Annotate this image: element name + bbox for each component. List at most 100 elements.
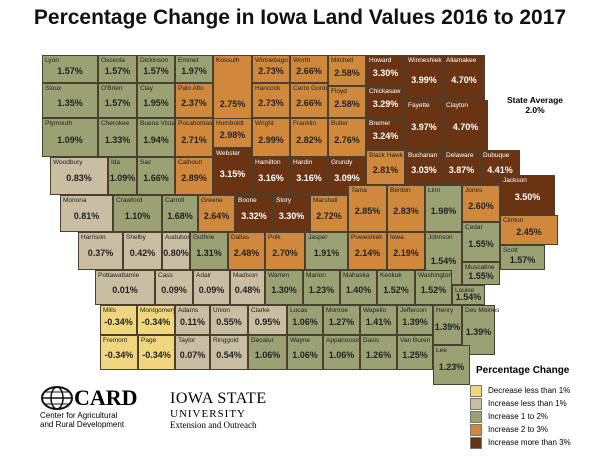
county-value: 1.06% xyxy=(328,349,355,360)
county-value: 2.64% xyxy=(203,210,230,221)
county-value: 1.57% xyxy=(143,66,169,76)
county-crawford: Crawford 1.10% xyxy=(113,195,162,232)
county-muscatine: Muscatine 1.55% xyxy=(462,262,500,285)
county-monona: Monona 0.81% xyxy=(60,195,113,232)
county-name: Linn xyxy=(428,187,441,194)
county-name: Louise xyxy=(455,287,475,294)
county-name: Appanoose xyxy=(326,337,359,344)
county-value: 4.41% xyxy=(487,164,513,175)
county-name: Tama xyxy=(351,187,367,194)
county-dallas: Dallas 2.48% xyxy=(228,232,265,270)
county-name: Bremer xyxy=(369,120,391,127)
county-name: Chickasaw xyxy=(369,88,401,95)
county-value: 3.32% xyxy=(241,210,267,221)
county-name: Lucas xyxy=(290,307,308,314)
county-pottawattamie: Pottawattamie 0.01% xyxy=(95,270,155,305)
county-marshall: Marshall 2.72% xyxy=(310,195,348,232)
county-value: -0.34% xyxy=(104,349,134,360)
county-value: 2.58% xyxy=(334,99,360,109)
county-value: 1.52% xyxy=(383,284,409,295)
county-keokuk: Keokuk 1.52% xyxy=(377,270,415,305)
county-value: 0.54% xyxy=(216,349,242,360)
county-jefferson: Jefferson 1.39% xyxy=(397,305,433,335)
county-value: 1.26% xyxy=(365,349,392,360)
county-value: 2.99% xyxy=(258,134,284,145)
county-fayette: Fayette 3.97% xyxy=(405,100,443,150)
county-wapello: Wapello 1.41% xyxy=(360,305,397,335)
legend-label: Increase 2 to 3% xyxy=(488,425,549,434)
county-value: 2.98% xyxy=(219,130,246,140)
county-audubon: Audubon 0.80% xyxy=(162,232,191,270)
county-value: 0.07% xyxy=(179,349,206,360)
county-value: 1.41% xyxy=(365,317,392,327)
county-value: 3.50% xyxy=(514,192,541,202)
county-value: 1.94% xyxy=(143,134,169,145)
county-value: 3.15% xyxy=(219,168,246,179)
county-value: 1.57% xyxy=(104,97,131,108)
county-value: 2.37% xyxy=(181,97,207,108)
county-greene: Greene 2.64% xyxy=(198,195,235,232)
legend-swatch xyxy=(470,423,482,436)
county-ringgold: Ringgold 0.54% xyxy=(210,335,248,370)
county-dickinson: Dickinson 1.57% xyxy=(137,55,175,83)
county-name: Allamakee xyxy=(446,57,477,64)
county-name: Plymouth xyxy=(45,120,73,127)
county-fremont: Fremont -0.34% xyxy=(100,335,138,370)
county-scott: Scott 1.57% xyxy=(500,245,545,270)
county-value: 3.16% xyxy=(258,173,284,183)
county-name: Montgomery xyxy=(140,307,177,314)
county-mahaska: Mahaska 1.40% xyxy=(340,270,377,305)
county-name: Scott xyxy=(503,247,518,254)
county-name: Shelby xyxy=(126,234,146,241)
county-name: Polk xyxy=(268,234,281,241)
county-name: Davis xyxy=(363,337,380,344)
county-value: 3.30% xyxy=(372,67,399,78)
county-value: 2.85% xyxy=(354,205,381,216)
county-name: Ringgold xyxy=(213,337,239,344)
county-value: 2.58% xyxy=(334,67,360,78)
county-winneshiek: Winneshiek 3.99% xyxy=(405,55,443,100)
county-value: 3.29% xyxy=(372,99,399,109)
card-logo: CARD Center for Agricultural and Rural D… xyxy=(40,385,138,429)
county-name: Marshall xyxy=(313,197,338,204)
county-value: 1.68% xyxy=(167,210,193,221)
county-taylor: Taylor 0.07% xyxy=(175,335,210,370)
county-value: 1.55% xyxy=(468,270,494,281)
county-carroll: Carroll 1.68% xyxy=(162,195,198,232)
county-value: 0.80% xyxy=(163,248,189,258)
county-name: Johnson xyxy=(428,234,453,241)
county-name: Hancock xyxy=(255,85,281,92)
county-name: Taylor xyxy=(178,337,196,344)
county-name: Humboldt xyxy=(216,120,244,127)
isu-line1: IOWA STATE xyxy=(170,390,267,407)
county-value: 1.25% xyxy=(402,349,428,360)
county-name: Story xyxy=(276,197,292,204)
county-value: 2.73% xyxy=(258,66,284,76)
county-name: Buchanan xyxy=(408,152,438,159)
county-name: Fremont xyxy=(103,337,128,344)
county-value: 1.23% xyxy=(308,284,335,295)
state-average: State Average 2.0% xyxy=(495,95,575,115)
county-value: 2.60% xyxy=(468,200,494,211)
county-lee: Lee 1.23% xyxy=(433,345,470,385)
county-value: 1.57% xyxy=(104,66,131,76)
county-name: Washington xyxy=(418,272,453,279)
card-name: CARD xyxy=(74,385,138,410)
county-value: 0.48% xyxy=(234,284,261,295)
county-franklin: Franklin 2.82% xyxy=(290,118,328,157)
county-name: Emmet xyxy=(178,57,199,64)
county-name: Franklin xyxy=(293,120,317,127)
county-value: 2.72% xyxy=(316,210,342,221)
county-des-moines: Des Moines 1.39% xyxy=(462,305,499,355)
county-bremer: Bremer 3.24% xyxy=(366,118,405,150)
county-value: 1.57% xyxy=(509,254,536,265)
county-buena-vista: Buena Vista 1.94% xyxy=(137,118,175,157)
county-name: Des Moines xyxy=(465,307,500,314)
county-value: 1.54% xyxy=(430,255,457,266)
county-name: Winneshiek xyxy=(408,57,442,64)
county-name: O'Brien xyxy=(101,85,123,92)
county-clarke: Clarke 0.95% xyxy=(248,305,287,335)
county-name: Boone xyxy=(238,197,257,204)
county-value: 3.03% xyxy=(411,164,437,175)
county-washington: Washington 1.52% xyxy=(415,270,452,305)
